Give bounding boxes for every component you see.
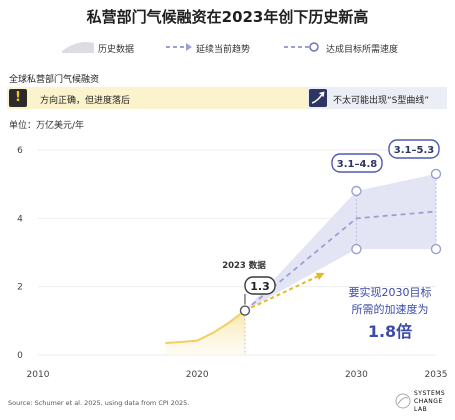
value-label: 1.3 bbox=[250, 280, 270, 293]
target-speed-line bbox=[244, 210, 437, 312]
range-label-2035: 3.1–5.3 bbox=[394, 145, 434, 156]
trend-arrow-icon bbox=[309, 89, 327, 107]
warning-icon: ! bbox=[9, 89, 27, 107]
target-band bbox=[244, 173, 436, 311]
banner-right-text: 不太可能出现“S型曲线” bbox=[333, 96, 430, 106]
x-tick-2035: 2035 bbox=[425, 370, 448, 380]
point-2035-high bbox=[430, 168, 442, 180]
historical-area bbox=[165, 310, 245, 355]
banner-left-text: 方向正确，但进度落后 bbox=[40, 96, 131, 106]
accel-line-1: 要实现2030目标 bbox=[349, 285, 432, 299]
accel-line-2: 所需的加速度为 bbox=[352, 302, 429, 316]
logo-line-3: LAB bbox=[414, 406, 427, 413]
x-tick-2020: 2020 bbox=[186, 370, 209, 380]
y-tick-4: 4 bbox=[17, 214, 23, 224]
logo-line-1: SYSTEMS bbox=[414, 390, 445, 397]
point-2030-high bbox=[351, 185, 362, 197]
point-2030-low bbox=[351, 243, 362, 255]
status-banner-left bbox=[7, 87, 307, 109]
y-tick-0: 0 bbox=[17, 351, 23, 361]
current-trend-arrowhead bbox=[315, 272, 325, 281]
x-tick-2030: 2030 bbox=[345, 370, 368, 380]
y-tick-2: 2 bbox=[17, 283, 23, 293]
y-tick-6: 6 bbox=[17, 146, 23, 156]
legend-trend-swatch bbox=[166, 43, 192, 51]
accel-value: 1.8倍 bbox=[368, 322, 412, 341]
source-note: Source: Schumer et al. 2025, using data … bbox=[8, 399, 190, 407]
historical-line bbox=[165, 309, 246, 345]
logo-line-2: CHANGE bbox=[414, 398, 443, 405]
legend-historical-swatch bbox=[62, 42, 94, 53]
chart-title: 私营部门气候融资在2023年创下历史新高 bbox=[86, 8, 369, 26]
x-tick-2010: 2010 bbox=[27, 370, 50, 380]
range-box-2035 bbox=[388, 139, 440, 159]
legend-target-swatch bbox=[284, 42, 319, 52]
range-label-2030: 3.1–4.8 bbox=[337, 159, 377, 170]
systems-change-lab-logo: SYSTEMS CHANGE LAB bbox=[395, 390, 445, 413]
status-banner-right bbox=[307, 87, 447, 109]
legend-historical-label: 历史数据 bbox=[98, 45, 135, 55]
legend-trend-label: 延续当前趋势 bbox=[196, 45, 251, 55]
year-data-label: 2023 数据 bbox=[222, 260, 266, 271]
unit-label: 单位：万亿美元/年 bbox=[9, 121, 85, 131]
range-box-2030 bbox=[331, 153, 383, 173]
legend-target-label: 达成目标所需速度 bbox=[326, 45, 399, 55]
point-2035-low bbox=[430, 243, 442, 255]
chart-subtitle: 全球私营部门气候融资 bbox=[9, 75, 100, 85]
point-2023 bbox=[239, 305, 251, 316]
value-label-box bbox=[244, 276, 276, 295]
